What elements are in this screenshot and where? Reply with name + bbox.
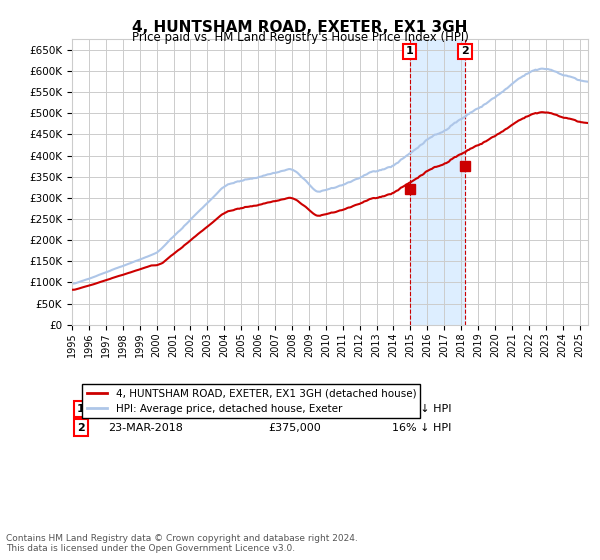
Text: 1: 1: [77, 404, 85, 414]
Text: 1: 1: [406, 46, 413, 57]
Text: 2: 2: [77, 423, 85, 433]
Text: 2: 2: [461, 46, 469, 57]
Text: 18-DEC-2014: 18-DEC-2014: [108, 404, 182, 414]
Text: 17% ↓ HPI: 17% ↓ HPI: [392, 404, 451, 414]
Text: £375,000: £375,000: [268, 423, 321, 433]
Bar: [410, 39, 465, 325]
Text: Contains HM Land Registry data © Crown copyright and database right 2024.
This d: Contains HM Land Registry data © Crown c…: [6, 534, 358, 553]
Text: 4, HUNTSHAM ROAD, EXETER, EX1 3GH: 4, HUNTSHAM ROAD, EXETER, EX1 3GH: [133, 20, 467, 35]
Text: £320,000: £320,000: [268, 404, 321, 414]
Text: 23-MAR-2018: 23-MAR-2018: [108, 423, 183, 433]
Text: Price paid vs. HM Land Registry's House Price Index (HPI): Price paid vs. HM Land Registry's House …: [131, 31, 469, 44]
Text: 16% ↓ HPI: 16% ↓ HPI: [392, 423, 451, 433]
Legend: 4, HUNTSHAM ROAD, EXETER, EX1 3GH (detached house), HPI: Average price, detached: 4, HUNTSHAM ROAD, EXETER, EX1 3GH (detac…: [82, 384, 421, 418]
